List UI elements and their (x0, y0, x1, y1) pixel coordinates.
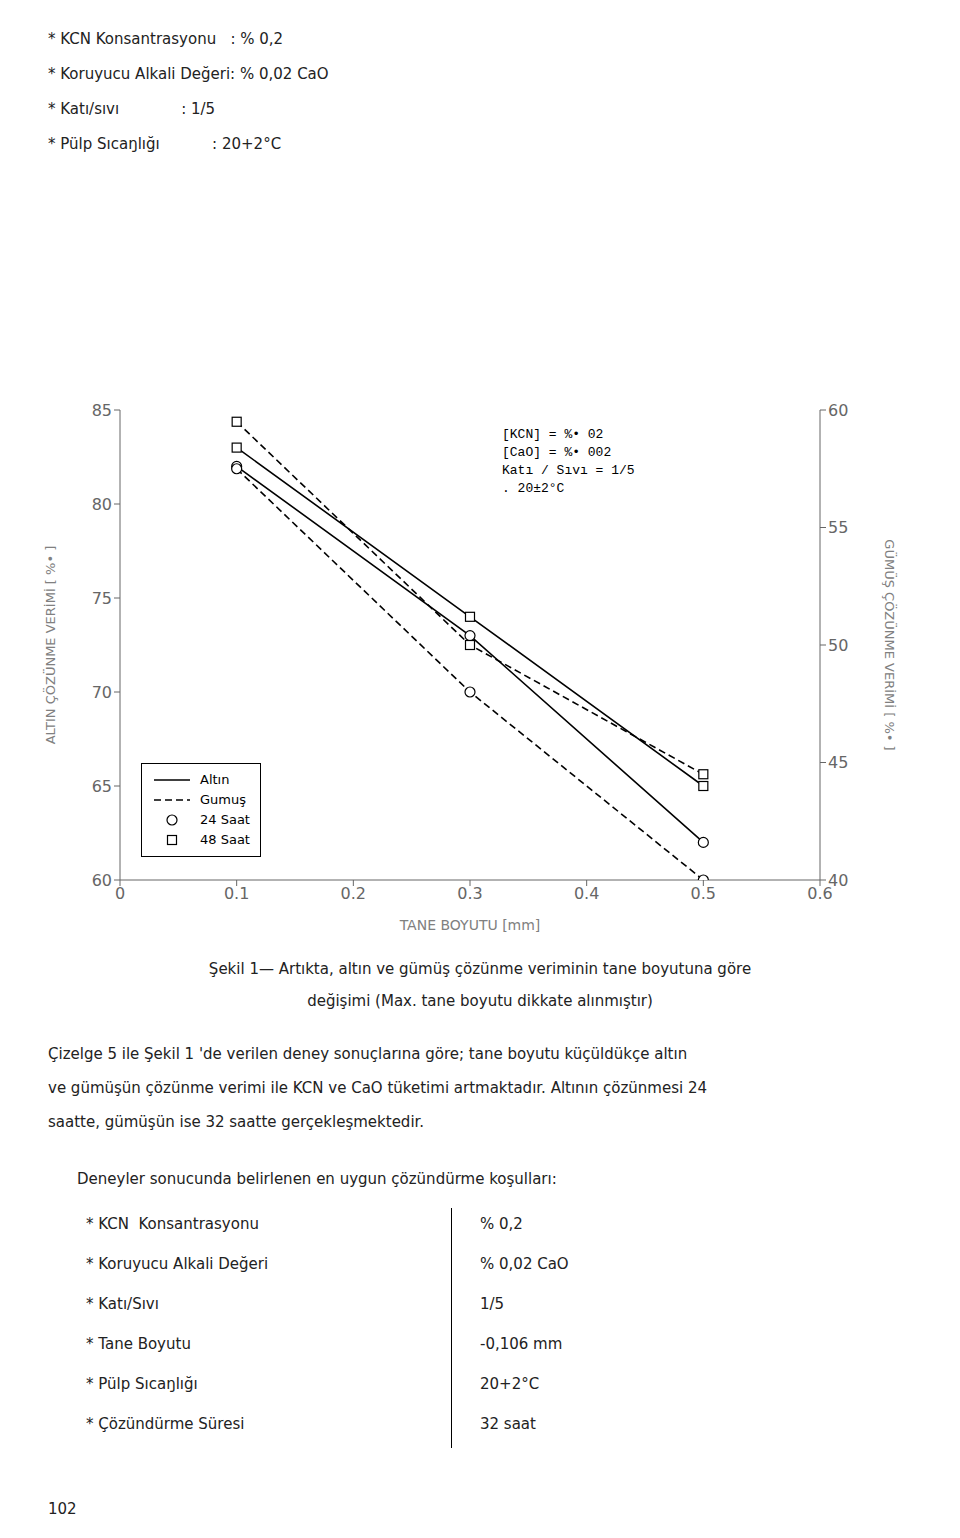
html-text:* Koruyucu Alkali Değeri: % 0,: * Koruyucu Alkali Değeri: % 0,02 CaO (48, 65, 329, 83)
html-text:[KCN] = %• 02: [KCN] = %• 02 (502, 427, 604, 443)
svg-text:0.4: 0.4 (574, 884, 599, 903)
html-text:saatte, gümüşün ise 32 saatte: saatte, gümüşün ise 32 saatte gerçekleşm… (48, 1113, 425, 1131)
html-text:Katı / Sıvı = 1/5: Katı / Sıvı = 1/5 (502, 463, 635, 479)
svg-text:75: 75 (92, 589, 112, 608)
html-text:[CaO] = %• 002: [CaO] = %• 002 (502, 445, 612, 461)
html-text:Çizelge 5 ile Şekil 1 'de veri: Çizelge 5 ile Şekil 1 'de verilen deney … (48, 1045, 688, 1063)
svg-text:85: 85 (92, 401, 112, 420)
html-text:* Çözündürme Süresi: * Çözündürme Süresi (86, 1415, 245, 1433)
html-text:* KCN Konsantrasyonu : % 0,2: * KCN Konsantrasyonu : % 0,2 (48, 30, 284, 48)
html-text:% 0,02 CaO: % 0,02 CaO (480, 1255, 569, 1273)
html-text:* Katı/sıvı : 1/5: * Katı/sıvı : 1/5 (48, 100, 216, 118)
svg-text:TANE BOYUTU [mm]: TANE BOYUTU [mm] (399, 917, 541, 933)
html-text:32 saat: 32 saat (480, 1415, 536, 1433)
svg-text:60: 60 (828, 401, 848, 420)
html-text:% 0,2: % 0,2 (480, 1215, 523, 1233)
html-text:* Katı/Sıvı: * Katı/Sıvı (86, 1295, 159, 1313)
svg-text:GÜMÜŞ ÇÖZÜNME VERİMİ [ %• ]: GÜMÜŞ ÇÖZÜNME VERİMİ [ %• ] (882, 539, 898, 750)
html-text:Deneyler sonucunda belirlenen: Deneyler sonucunda belirlenen en uygun ç… (77, 1170, 557, 1188)
html-text:-0,106 mm: -0,106 mm (480, 1335, 563, 1353)
svg-text:60: 60 (92, 871, 112, 890)
html-text:20+2°C: 20+2°C (480, 1375, 540, 1393)
html-text:48 Saat: 48 Saat (200, 832, 250, 847)
svg-text:0.6: 0.6 (807, 884, 833, 904)
html-text:* Pülp Sıcaŋlığı : 20+2°C: * Pülp Sıcaŋlığı : 20+2°C (48, 135, 282, 153)
html-text:. 20±2°C: . 20±2°C (502, 481, 565, 497)
html-text:Altın: Altın (200, 772, 230, 787)
html-text:* KCN Konsantrasyonu: * KCN Konsantrasyonu (86, 1215, 259, 1233)
svg-text:50: 50 (828, 636, 848, 655)
svg-text:45: 45 (828, 753, 848, 772)
svg-text:70: 70 (92, 683, 112, 702)
svg-text:0.5: 0.5 (691, 884, 716, 903)
svg-text:0.1: 0.1 (224, 884, 249, 903)
html-text:* Tane Boyutu: * Tane Boyutu (86, 1335, 191, 1353)
html-text:* Pülp Sıcaŋlığı: * Pülp Sıcaŋlığı (86, 1375, 198, 1393)
svg-text:55: 55 (828, 518, 848, 537)
html-text:24 Saat: 24 Saat (200, 812, 250, 827)
html-text:* Koruyucu Alkali Değeri: * Koruyucu Alkali Değeri (86, 1255, 269, 1273)
html-text:ve gümüşün çözünme verimi ile: ve gümüşün çözünme verimi ile KCN ve CaO… (48, 1079, 708, 1097)
html-text:değişimi (Max. tane boyutu dik: değişimi (Max. tane boyutu dikkate alınm… (307, 992, 653, 1010)
svg-text:ALTIN ÇÖZÜNME VERİMİ [ %• ]: ALTIN ÇÖZÜNME VERİMİ [ %• ] (42, 546, 58, 745)
svg-text:0.3: 0.3 (457, 884, 482, 903)
html-text:1/5: 1/5 (480, 1295, 505, 1313)
html-text:102: 102 (48, 1500, 77, 1518)
svg-text:0.2: 0.2 (341, 884, 366, 903)
svg-text:80: 80 (92, 495, 112, 514)
svg-text:40: 40 (828, 871, 848, 890)
html-text:Gumuş: Gumuş (200, 792, 246, 807)
svg-text:65: 65 (92, 777, 112, 796)
html-text:Şekil 1— Artıkta, altın ve güm: Şekil 1— Artıkta, altın ve gümüş çözünme… (208, 960, 752, 978)
svg-text:0: 0 (115, 884, 125, 903)
